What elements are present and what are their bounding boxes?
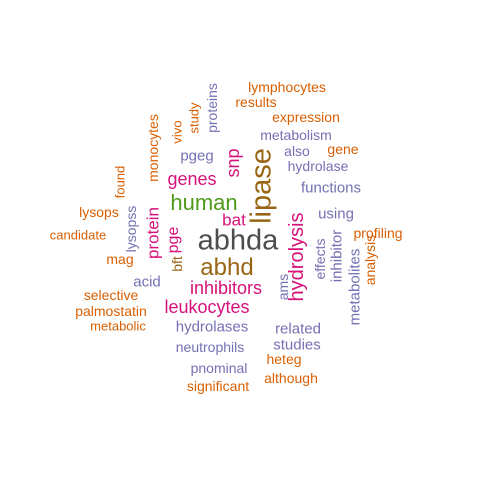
word-lymphocytes: lymphocytes bbox=[248, 79, 326, 95]
word-metabolic: metabolic bbox=[90, 318, 146, 334]
word-although: although bbox=[264, 370, 318, 386]
word-analysis: analysis bbox=[362, 234, 378, 286]
word-snp: snp bbox=[223, 148, 243, 178]
word-leukocytes: leukocytes bbox=[164, 297, 250, 317]
word-inhibitors: inhibitors bbox=[189, 278, 263, 298]
word-protein: protein bbox=[143, 207, 163, 259]
word-pnominal: pnominal bbox=[190, 360, 248, 376]
word-hydrolase: hydrolase bbox=[287, 158, 349, 174]
word-palmostatin: palmostatin bbox=[75, 303, 147, 319]
word-gene: gene bbox=[327, 141, 359, 157]
word-bat: bat bbox=[222, 210, 246, 230]
word-monocytes: monocytes bbox=[145, 114, 161, 182]
word-neutrophils: neutrophils bbox=[175, 339, 245, 355]
word-mag: mag bbox=[106, 251, 134, 267]
word-lipase: lipase bbox=[245, 148, 278, 224]
word-effects: effects bbox=[312, 238, 328, 280]
word-ams: ams bbox=[275, 273, 291, 301]
word-profiling: profiling bbox=[353, 225, 403, 241]
word-expression: expression bbox=[272, 109, 340, 125]
word-vivo: vivo bbox=[169, 120, 185, 144]
word-also: also bbox=[284, 143, 310, 159]
word-bft: bft bbox=[169, 256, 185, 272]
word-abhd: abhd bbox=[200, 254, 254, 281]
word-using: using bbox=[318, 205, 354, 223]
word-heteg: heteg bbox=[266, 351, 302, 367]
word-functions: functions bbox=[300, 179, 362, 197]
word-related: related bbox=[275, 320, 321, 338]
word-pgeg: pgeg bbox=[180, 147, 214, 165]
word-pge: pge bbox=[165, 226, 182, 254]
word-candidate: candidate bbox=[49, 227, 107, 243]
word-found: found bbox=[112, 165, 128, 199]
word-human: human bbox=[170, 190, 238, 215]
word-significant: significant bbox=[186, 378, 250, 394]
word-lysops: lysops bbox=[79, 204, 119, 220]
word-selective: selective bbox=[83, 287, 139, 303]
word-metabolism: metabolism bbox=[260, 127, 332, 143]
word-hydrolases: hydrolases bbox=[175, 318, 249, 336]
word-results: results bbox=[235, 94, 277, 110]
word-acid: acid bbox=[133, 273, 161, 291]
word-metabolites: metabolites bbox=[346, 248, 364, 326]
word-inhibitor: inhibitor bbox=[328, 229, 346, 283]
word-proteins: proteins bbox=[204, 83, 220, 133]
word-genes: genes bbox=[167, 169, 217, 189]
word-studies: studies bbox=[273, 336, 321, 354]
word-study: study bbox=[186, 102, 202, 134]
word-lysopss: lysopss bbox=[123, 205, 139, 253]
word-abhda: abhda bbox=[197, 224, 279, 257]
